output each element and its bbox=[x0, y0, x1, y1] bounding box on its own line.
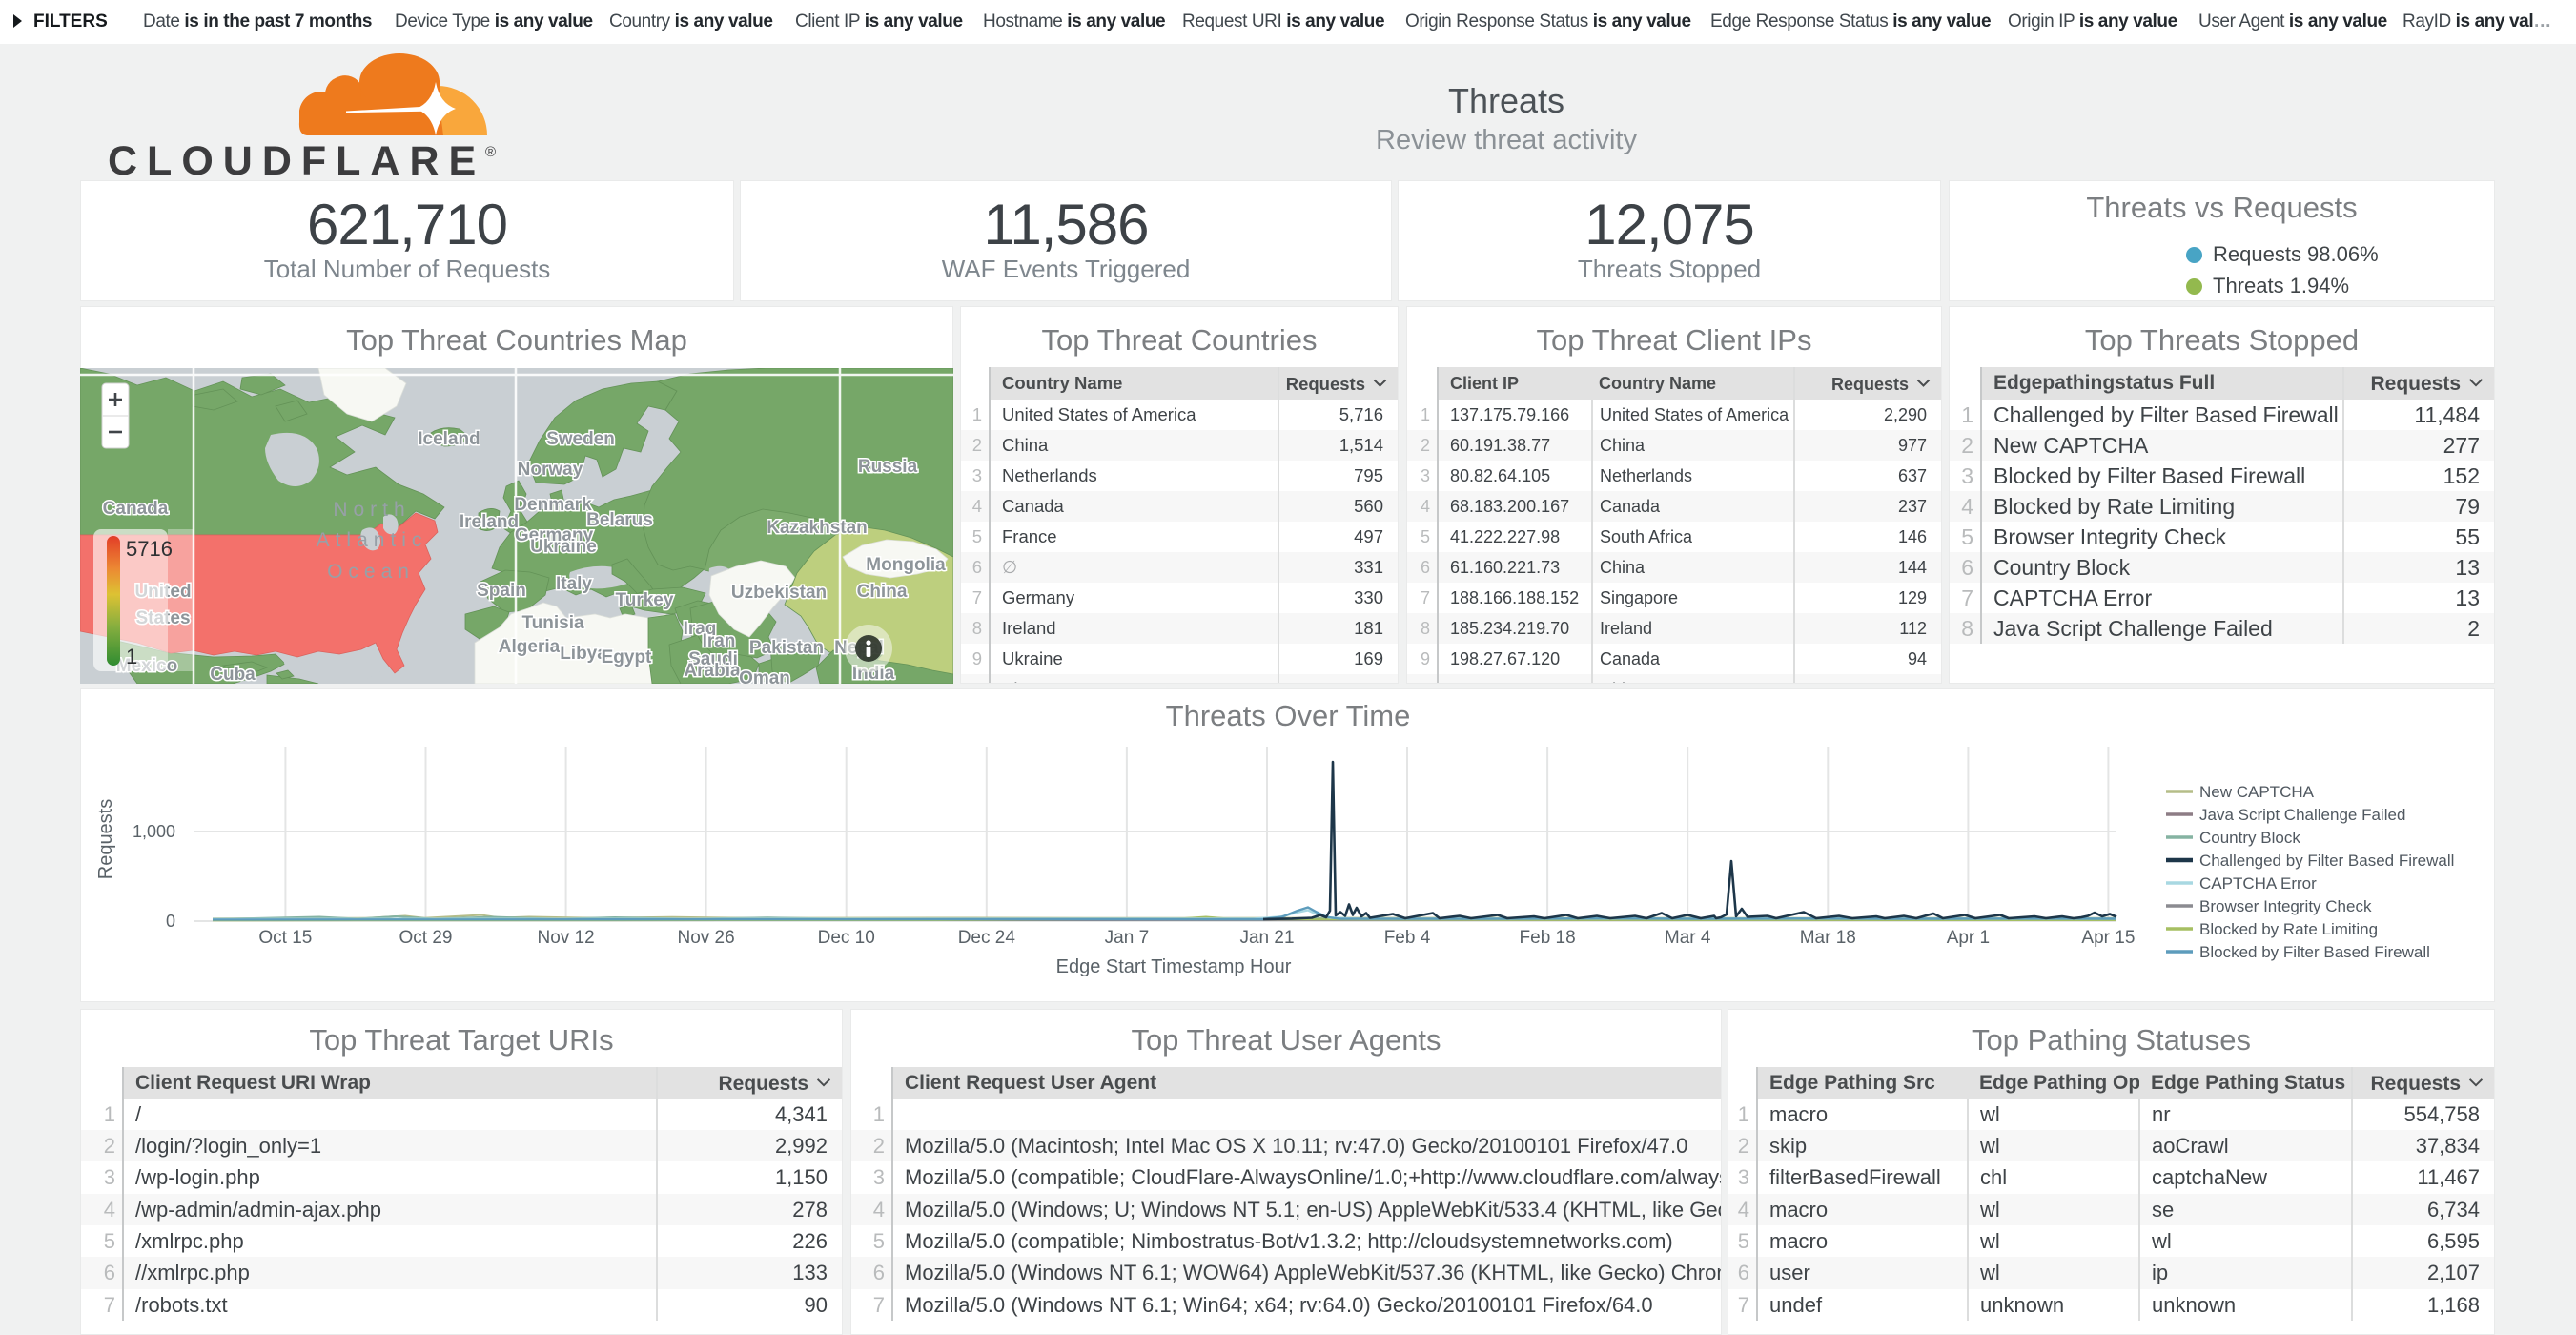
svg-text:®: ® bbox=[485, 144, 496, 160]
svg-text:Jan 7: Jan 7 bbox=[1105, 928, 1149, 948]
svg-text:CLOUDFLARE: CLOUDFLARE bbox=[108, 138, 485, 181]
svg-text:Tunisia: Tunisia bbox=[521, 613, 584, 633]
svg-text:1,000: 1,000 bbox=[133, 822, 175, 841]
svg-text:Mar 18: Mar 18 bbox=[1800, 928, 1856, 948]
svg-text:Germany: Germany bbox=[515, 525, 594, 545]
svg-text:Algeria: Algeria bbox=[499, 637, 561, 657]
svg-text:Apr 15: Apr 15 bbox=[2081, 928, 2135, 948]
svg-text:Dec 24: Dec 24 bbox=[958, 928, 1016, 948]
svg-text:Egypt: Egypt bbox=[602, 647, 652, 668]
svg-text:Blocked by Rate Limiting: Blocked by Rate Limiting bbox=[2199, 920, 2378, 938]
svg-text:New CAPTCHA: New CAPTCHA bbox=[2199, 783, 2315, 801]
svg-text:Nov 12: Nov 12 bbox=[537, 928, 594, 948]
svg-text:Canada: Canada bbox=[103, 499, 169, 519]
svg-text:Sweden: Sweden bbox=[546, 429, 615, 449]
svg-text:Turkey: Turkey bbox=[616, 590, 674, 610]
svg-text:Challenged by Filter Based Fir: Challenged by Filter Based Firewall bbox=[2199, 852, 2454, 870]
svg-text:Italy: Italy bbox=[556, 574, 592, 594]
svg-text:Mar 4: Mar 4 bbox=[1665, 928, 1711, 948]
svg-text:Iceland: Iceland bbox=[418, 429, 480, 449]
svg-text:CAPTCHA Error: CAPTCHA Error bbox=[2199, 874, 2317, 893]
svg-text:Iraq: Iraq bbox=[684, 619, 717, 639]
svg-text:Java Script Challenge Failed: Java Script Challenge Failed bbox=[2199, 806, 2405, 824]
svg-text:Nov 26: Nov 26 bbox=[677, 928, 734, 948]
svg-text:Russia: Russia bbox=[858, 457, 918, 477]
svg-text:Oman: Oman bbox=[739, 668, 790, 684]
svg-text:Norway: Norway bbox=[518, 460, 583, 480]
svg-text:Ukraine: Ukraine bbox=[530, 537, 597, 557]
svg-text:Oct 15: Oct 15 bbox=[258, 928, 312, 948]
svg-text:Arabia: Arabia bbox=[684, 661, 741, 681]
svg-text:Feb 18: Feb 18 bbox=[1520, 928, 1576, 948]
svg-text:Denmark: Denmark bbox=[514, 495, 592, 515]
svg-text:Browser Integrity Check: Browser Integrity Check bbox=[2199, 897, 2372, 915]
svg-text:Spain: Spain bbox=[477, 581, 526, 601]
svg-text:Iran: Iran bbox=[703, 631, 736, 651]
svg-text:North: North bbox=[333, 499, 410, 521]
svg-text:5716: 5716 bbox=[126, 537, 173, 561]
svg-text:Dec 10: Dec 10 bbox=[818, 928, 875, 948]
svg-text:Cuba: Cuba bbox=[210, 665, 256, 684]
svg-text:Oct 29: Oct 29 bbox=[399, 928, 453, 948]
svg-text:Saudi: Saudi bbox=[688, 649, 738, 669]
svg-text:Threats Over Time: Threats Over Time bbox=[1166, 699, 1411, 732]
svg-text:Requests: Requests bbox=[95, 799, 116, 880]
svg-text:Kazakhstan: Kazakhstan bbox=[767, 518, 868, 538]
svg-text:1: 1 bbox=[126, 645, 137, 668]
svg-text:Feb 4: Feb 4 bbox=[1384, 928, 1431, 948]
svg-text:Pakistan: Pakistan bbox=[749, 638, 824, 658]
svg-text:Apr 1: Apr 1 bbox=[1947, 928, 1990, 948]
svg-text:Mongolia: Mongolia bbox=[866, 555, 946, 575]
svg-text:China: China bbox=[857, 582, 908, 602]
svg-text:0: 0 bbox=[166, 912, 175, 931]
svg-text:Jan 21: Jan 21 bbox=[1239, 928, 1294, 948]
svg-text:Ocean: Ocean bbox=[327, 561, 415, 583]
svg-text:Country Block: Country Block bbox=[2199, 829, 2300, 847]
svg-text:Uzbekistan: Uzbekistan bbox=[731, 583, 827, 603]
svg-text:Belarus: Belarus bbox=[586, 510, 653, 530]
svg-text:Atlantic: Atlantic bbox=[317, 529, 428, 551]
svg-text:Libya: Libya bbox=[560, 644, 607, 664]
svg-text:Ireland: Ireland bbox=[460, 512, 519, 532]
svg-text:Blocked by Filter Based Firewa: Blocked by Filter Based Firewall bbox=[2199, 943, 2430, 961]
svg-text:Edge Start Timestamp Hour: Edge Start Timestamp Hour bbox=[1056, 956, 1292, 977]
